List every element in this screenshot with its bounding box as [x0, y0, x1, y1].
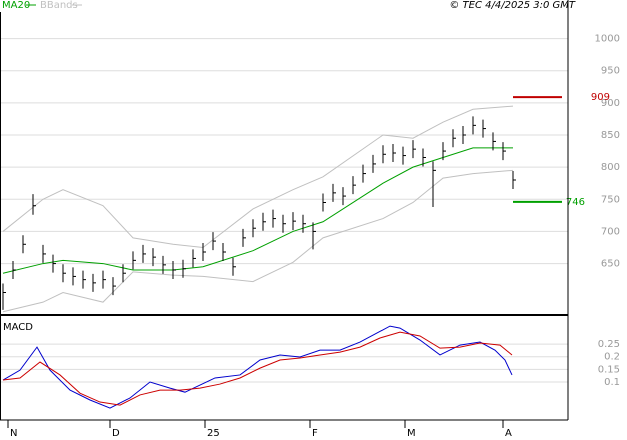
legend-bbands: BBands: [40, 0, 78, 11]
macd-title: MACD: [3, 322, 33, 333]
macd-line: [2, 325, 513, 409]
x-tick-label: A: [505, 428, 512, 439]
x-tick-label: N: [10, 428, 17, 439]
x-tick-label: M: [407, 428, 416, 439]
y-tick-label: 750: [601, 194, 620, 205]
x-tick-label: F: [312, 428, 318, 439]
y-tick-label: 700: [601, 226, 620, 237]
y-tick-label: 650: [601, 259, 620, 270]
legend-ma: MA20: [2, 0, 30, 11]
y-tick-label: 900: [601, 98, 620, 109]
macd-line: [2, 331, 513, 406]
y-tick-label: 0.1: [604, 377, 620, 388]
source: © TEC 4/4/2025 3:0 GMT: [449, 0, 576, 11]
bband-upper: [2, 105, 514, 249]
y-tick-label: 0.25: [598, 339, 620, 350]
level-label: 909: [591, 92, 610, 103]
y-tick-label: 800: [601, 162, 620, 173]
y-tick-label: 0.2: [604, 352, 620, 363]
y-tick-label: 950: [601, 66, 620, 77]
x-tick-label: D: [112, 428, 120, 439]
y-tick-label: 0.15: [598, 364, 620, 375]
y-tick-label: 850: [601, 130, 620, 141]
ma20-line: [2, 147, 513, 274]
y-tick-label: 1000: [595, 34, 620, 45]
x-tick-label: 25: [207, 428, 220, 439]
level-label: 746: [566, 197, 585, 208]
